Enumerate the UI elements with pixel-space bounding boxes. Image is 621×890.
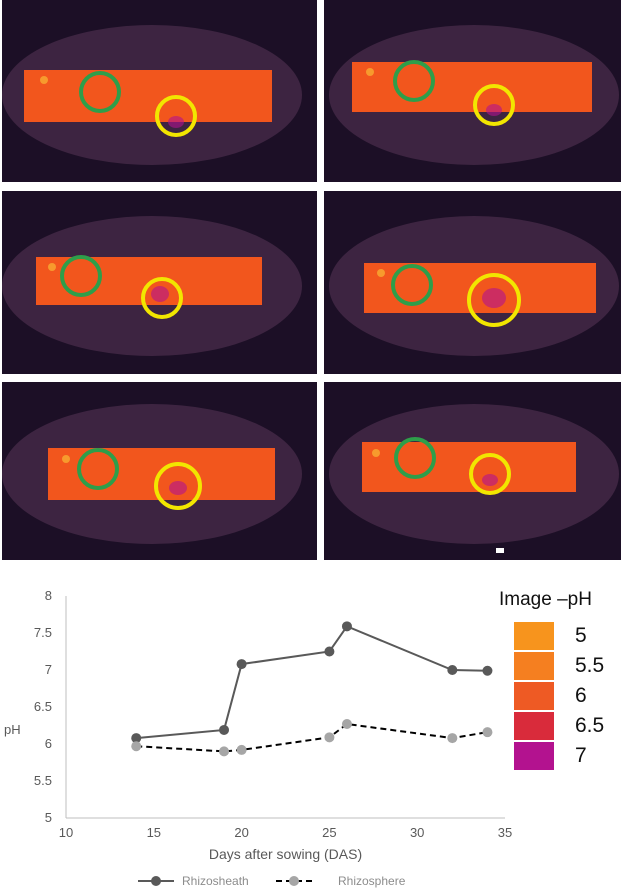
color-scale-label: 6	[575, 684, 587, 707]
color-scale-swatch	[514, 682, 554, 710]
data-point-rhizosheath	[219, 724, 230, 735]
x-tick-label: 35	[498, 825, 512, 840]
root-circle	[467, 273, 521, 327]
ph-image-panel-3	[2, 191, 317, 374]
ph-image-panel-1	[2, 0, 317, 182]
data-point-rhizosphere	[447, 733, 458, 744]
color-scale-label: 7	[575, 744, 587, 767]
color-scale-label: 6.5	[575, 714, 605, 737]
x-tick-label: 10	[59, 825, 73, 840]
color-scale-label: 5	[575, 624, 587, 647]
color-scale-title: Image –pH	[499, 589, 592, 610]
color-scale-swatch	[514, 652, 554, 680]
reference-circle	[391, 264, 433, 306]
x-tick-label: 20	[234, 825, 248, 840]
reference-circle	[79, 71, 121, 113]
reference-circle	[77, 448, 119, 490]
y-tick-label: 5	[45, 810, 52, 825]
root-circle	[469, 453, 511, 495]
color-scale-swatch	[514, 742, 554, 770]
data-point-rhizosheath	[447, 665, 458, 675]
root-circle	[155, 95, 197, 137]
reference-circle	[393, 60, 435, 102]
series-line-rhizosheath	[136, 625, 488, 740]
color-scale-label: 5.5	[575, 654, 605, 677]
x-axis-label: Days after sowing (DAS)	[209, 846, 362, 862]
y-tick-label: 5.5	[34, 773, 52, 788]
series-line-rhizosphere	[136, 722, 488, 753]
data-point-rhizosheath	[482, 665, 493, 676]
color-scale-swatch	[514, 712, 554, 740]
data-point-rhizosheath	[324, 646, 335, 657]
color-scale-swatch	[514, 622, 554, 650]
legend-marker-rhizosheath	[151, 876, 161, 886]
y-tick-label: 7.5	[34, 625, 52, 640]
ph-image-panel-5	[2, 382, 317, 560]
root-circle	[154, 462, 202, 510]
y-tick-label: 8	[45, 588, 52, 603]
y-tick-label: 6	[45, 736, 52, 751]
data-point-rhizosphere	[131, 741, 142, 752]
root-circle	[473, 84, 515, 126]
legend-label-rhizosheath: Rhizosheath	[182, 874, 249, 888]
data-point-rhizosheath	[236, 659, 247, 670]
x-tick-label: 25	[322, 825, 336, 840]
y-tick-label: 6.5	[34, 699, 52, 714]
x-tick-label: 15	[147, 825, 161, 840]
data-point-rhizosphere	[219, 746, 230, 757]
ph-image-panel-6	[324, 382, 621, 560]
legend-marker-rhizosphere	[289, 876, 299, 886]
root-circle	[141, 277, 183, 319]
data-point-rhizosphere	[341, 719, 352, 730]
ph-image-panel-2	[324, 0, 621, 182]
chart-svg: 5 5.5 6 6.5 7 7.5 8 10 15 20 25 30 35 pH Days after so…	[4, 588, 512, 888]
y-tick-label: 7	[45, 662, 52, 677]
ph-image-panel-4	[324, 191, 621, 374]
data-point-rhizosheath	[131, 733, 142, 744]
reference-circle	[394, 437, 436, 479]
legend-label-rhizosphere: Rhizosphere	[338, 874, 406, 888]
y-axis-label: pH	[4, 722, 21, 737]
data-point-rhizosphere	[236, 744, 247, 755]
data-point-rhizosphere	[324, 732, 335, 743]
reference-circle	[60, 255, 102, 297]
x-tick-label: 30	[410, 825, 424, 840]
data-point-rhizosphere	[482, 727, 493, 738]
data-point-rhizosheath	[341, 621, 352, 632]
ph-line-chart: 5 5.5 6 6.5 7 7.5 8 10 15 20 25 30 35 pH Days after so…	[0, 578, 621, 890]
